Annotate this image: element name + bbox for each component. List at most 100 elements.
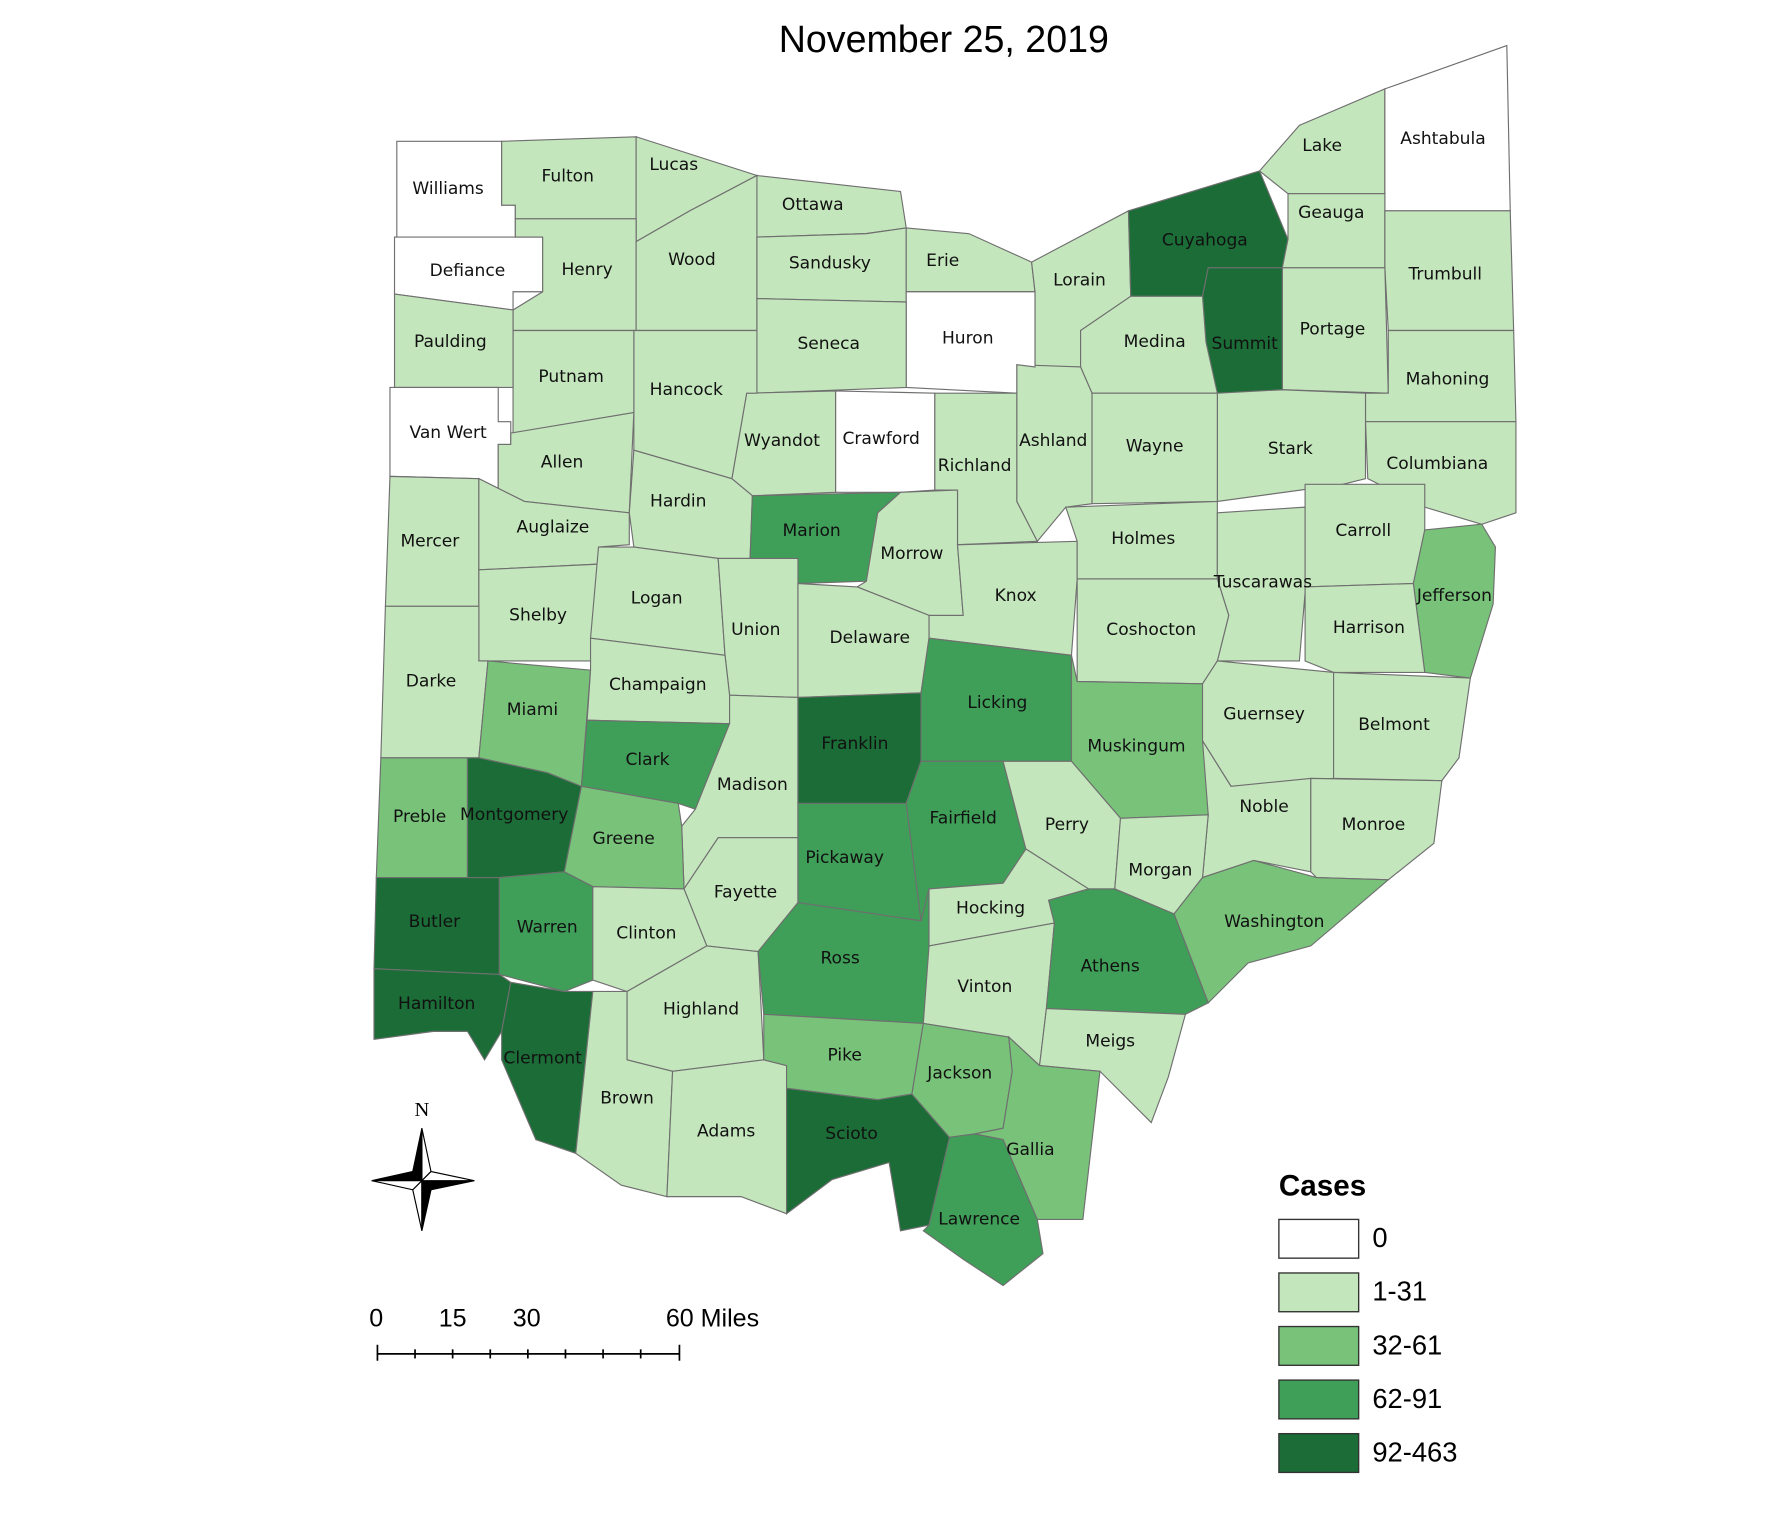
- county-label: Champaign: [609, 675, 707, 695]
- county-label: Portage: [1300, 319, 1366, 339]
- county: [373, 968, 512, 1061]
- county-label: Warren: [517, 918, 578, 938]
- county-label: Noble: [1239, 797, 1288, 817]
- county: [922, 1133, 1044, 1287]
- county-label: Carroll: [1335, 521, 1391, 541]
- legend-swatch: [1278, 1432, 1360, 1474]
- legend-label: 92-463: [1372, 1436, 1457, 1467]
- county-label: Madison: [717, 775, 788, 795]
- county: [785, 1087, 951, 1232]
- county: [501, 981, 594, 1155]
- county-label: Knox: [995, 586, 1037, 606]
- county-label: Pike: [827, 1045, 861, 1065]
- legend-swatch: [1278, 1218, 1360, 1259]
- legend-label: 32-61: [1372, 1329, 1442, 1360]
- legend-label: 1-31: [1372, 1276, 1427, 1307]
- county-label: Morgan: [1128, 861, 1192, 881]
- county-label: Seneca: [797, 334, 860, 354]
- county-label: Miami: [507, 700, 558, 720]
- county-label: Sandusky: [789, 253, 871, 273]
- county-label: Holmes: [1111, 529, 1175, 549]
- county-label: Erie: [926, 251, 959, 271]
- county-label: Stark: [1268, 439, 1313, 459]
- county-label: Lawrence: [938, 1209, 1020, 1229]
- county-label: Huron: [942, 328, 994, 348]
- county-label: Athens: [1081, 956, 1140, 976]
- county-label: Licking: [967, 693, 1027, 713]
- county-label: Clark: [626, 750, 670, 770]
- county-label: Richland: [938, 456, 1012, 476]
- scale-label: 0: [369, 1304, 383, 1332]
- scale-label: 60 Miles: [666, 1304, 759, 1332]
- county-label: Jackson: [926, 1064, 992, 1084]
- county-label: Putnam: [538, 367, 603, 387]
- county-label: Medina: [1124, 332, 1186, 352]
- county-label: Shelby: [509, 605, 567, 625]
- county-label: Monroe: [1342, 815, 1406, 835]
- county-label: Lucas: [649, 155, 698, 175]
- county-label: Butler: [409, 912, 461, 932]
- county-label: Wyandot: [744, 431, 820, 451]
- county-label: Gallia: [1006, 1140, 1054, 1160]
- county-label: Scioto: [825, 1124, 878, 1144]
- county-label: Fairfield: [930, 808, 997, 828]
- county-label: Hancock: [650, 380, 723, 400]
- legend-swatch: [1278, 1325, 1360, 1366]
- north-arrow: N: [371, 1099, 475, 1231]
- county-label: Crawford: [842, 429, 919, 449]
- county-label: Hocking: [956, 898, 1025, 918]
- county: [1333, 671, 1471, 782]
- legend: Cases 0 1-31 32-61 62-91 92-463: [1278, 1169, 1457, 1474]
- county-label: Greene: [592, 829, 654, 849]
- county-label: Adams: [697, 1122, 755, 1142]
- county-label: Paulding: [414, 332, 487, 352]
- county-label: Trumbull: [1407, 265, 1482, 285]
- county-label: Van Wert: [409, 423, 486, 443]
- county-label: Ross: [820, 948, 859, 968]
- county-label: Harrison: [1333, 618, 1405, 638]
- county-label: Tuscarawas: [1213, 572, 1312, 592]
- county-label: Summit: [1212, 334, 1279, 354]
- legend-swatch: [1278, 1379, 1360, 1420]
- legend-title: Cases: [1279, 1169, 1366, 1202]
- county: [580, 719, 731, 810]
- county-label: Logan: [631, 588, 683, 608]
- county-label: Henry: [561, 260, 612, 280]
- county-label: Highland: [663, 1000, 739, 1020]
- scale-bar: 0 15 30 60 Miles: [369, 1304, 759, 1361]
- county-label: Darke: [406, 672, 456, 692]
- county-label: Montgomery: [460, 805, 568, 825]
- county-label: Preble: [393, 807, 446, 827]
- county-label: Allen: [541, 453, 584, 473]
- county-label: Wayne: [1126, 437, 1184, 457]
- county-label: Morrow: [880, 544, 943, 564]
- county-label: Pickaway: [805, 848, 884, 868]
- county-label: Brown: [600, 1089, 654, 1109]
- county-label: Clermont: [503, 1049, 582, 1069]
- scale-label: 30: [513, 1304, 541, 1332]
- county-label: Belmont: [1358, 715, 1430, 735]
- county-label: Cuyahoga: [1162, 230, 1248, 250]
- county-labels: Williams Fulton Lucas Ottawa Defiance Henry Wo…: [393, 129, 1492, 1229]
- county-label: Geauga: [1298, 203, 1364, 223]
- county-label: Mahoning: [1406, 370, 1490, 390]
- county-label: Franklin: [821, 734, 888, 754]
- county-label: Perry: [1045, 815, 1089, 835]
- county-label: Mercer: [400, 531, 460, 551]
- county-label: Ottawa: [782, 195, 844, 215]
- map-title: November 25, 2019: [779, 18, 1109, 60]
- county-label: Hamilton: [398, 994, 475, 1014]
- legend-label: 62-91: [1372, 1383, 1442, 1414]
- county-label: Williams: [412, 179, 484, 199]
- county-label: Fulton: [542, 167, 594, 187]
- county-layer: [373, 44, 1517, 1287]
- county: [1045, 888, 1209, 1015]
- county: [1173, 859, 1390, 1004]
- county-label: Ashland: [1019, 431, 1087, 451]
- county-label: Ashtabula: [1400, 129, 1485, 149]
- county-label: Auglaize: [517, 518, 590, 538]
- county-label: Delaware: [830, 628, 910, 648]
- county-label: Fayette: [714, 882, 777, 902]
- county-label: Wood: [668, 250, 716, 270]
